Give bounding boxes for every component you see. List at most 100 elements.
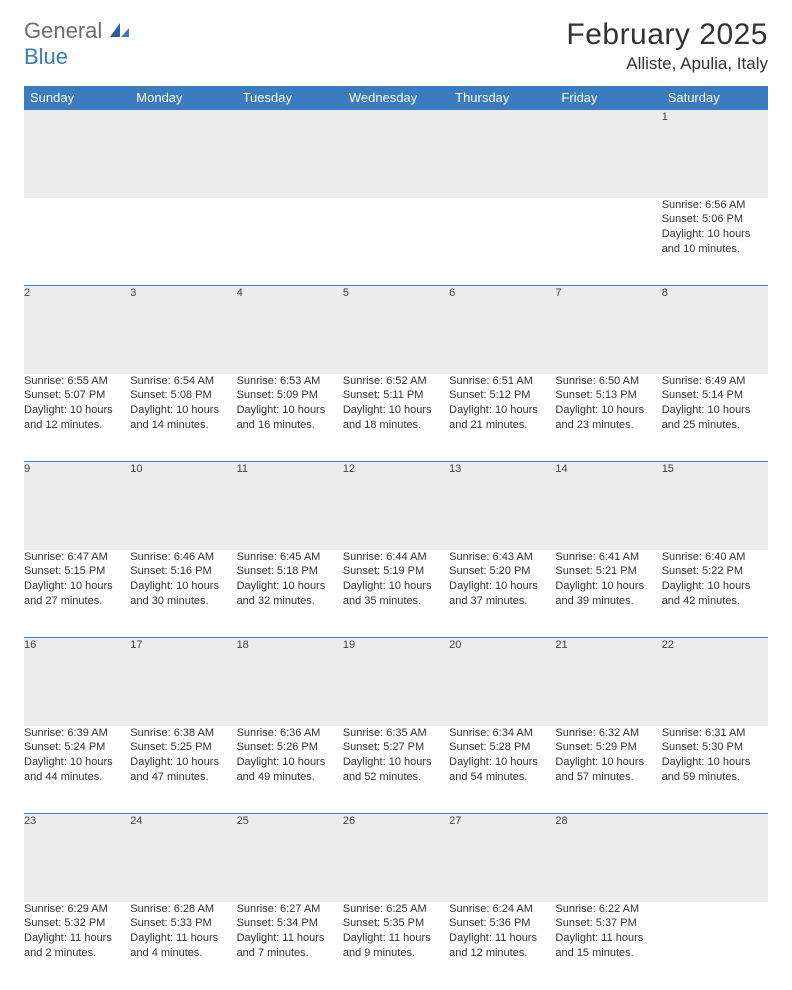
day-number-cell: 7 [555,286,661,374]
sunset-text: Sunset: 5:28 PM [449,740,555,755]
day-detail-cell: Sunrise: 6:25 AMSunset: 5:35 PMDaylight:… [343,902,449,990]
day-detail-cell: Sunrise: 6:28 AMSunset: 5:33 PMDaylight:… [130,902,236,990]
day-number-cell: 9 [24,462,130,550]
day-number-cell: 3 [130,286,236,374]
daylight-text: Daylight: 10 hours and 18 minutes. [343,403,449,433]
daylight-text: Daylight: 10 hours and 16 minutes. [237,403,343,433]
daylight-text: Daylight: 10 hours and 35 minutes. [343,579,449,609]
day-number-row: 232425262728 [24,814,768,902]
daylight-text: Daylight: 11 hours and 15 minutes. [555,931,661,961]
day-number-cell: 25 [237,814,343,902]
daylight-text: Daylight: 10 hours and 47 minutes. [130,755,236,785]
daylight-text: Daylight: 10 hours and 57 minutes. [555,755,661,785]
weekday-header: Thursday [449,86,555,110]
sunset-text: Sunset: 5:12 PM [449,388,555,403]
day-detail-cell: Sunrise: 6:52 AMSunset: 5:11 PMDaylight:… [343,374,449,462]
title-block: February 2025 Alliste, Apulia, Italy [566,18,768,74]
sunrise-text: Sunrise: 6:29 AM [24,902,130,917]
sail-icon [109,22,131,38]
day-detail-cell: Sunrise: 6:36 AMSunset: 5:26 PMDaylight:… [237,726,343,814]
day-number-cell: 16 [24,638,130,726]
day-number-cell: 22 [662,638,768,726]
sunrise-text: Sunrise: 6:35 AM [343,726,449,741]
daylight-text: Daylight: 10 hours and 39 minutes. [555,579,661,609]
sunset-text: Sunset: 5:14 PM [662,388,768,403]
day-detail-cell: Sunrise: 6:46 AMSunset: 5:16 PMDaylight:… [130,550,236,638]
sunrise-text: Sunrise: 6:27 AM [237,902,343,917]
day-number-cell: 5 [343,286,449,374]
day-number-cell [130,110,236,198]
daylight-text: Daylight: 11 hours and 2 minutes. [24,931,130,961]
location: Alliste, Apulia, Italy [566,54,768,74]
daylight-text: Daylight: 11 hours and 7 minutes. [237,931,343,961]
sunset-text: Sunset: 5:15 PM [24,564,130,579]
day-number-cell: 11 [237,462,343,550]
day-detail-cell: Sunrise: 6:54 AMSunset: 5:08 PMDaylight:… [130,374,236,462]
sunset-text: Sunset: 5:35 PM [343,916,449,931]
day-detail-cell: Sunrise: 6:34 AMSunset: 5:28 PMDaylight:… [449,726,555,814]
day-detail-cell: Sunrise: 6:31 AMSunset: 5:30 PMDaylight:… [662,726,768,814]
logo-text: General Blue [24,18,131,70]
sunset-text: Sunset: 5:21 PM [555,564,661,579]
day-number-cell [24,110,130,198]
day-detail-cell [343,198,449,286]
sunrise-text: Sunrise: 6:53 AM [237,374,343,389]
day-detail-cell: Sunrise: 6:39 AMSunset: 5:24 PMDaylight:… [24,726,130,814]
sunrise-text: Sunrise: 6:32 AM [555,726,661,741]
sunrise-text: Sunrise: 6:55 AM [24,374,130,389]
day-detail-cell [662,902,768,990]
daylight-text: Daylight: 10 hours and 49 minutes. [237,755,343,785]
daylight-text: Daylight: 10 hours and 21 minutes. [449,403,555,433]
day-detail-cell: Sunrise: 6:40 AMSunset: 5:22 PMDaylight:… [662,550,768,638]
sunrise-text: Sunrise: 6:46 AM [130,550,236,565]
sunrise-text: Sunrise: 6:47 AM [24,550,130,565]
sunrise-text: Sunrise: 6:41 AM [555,550,661,565]
day-detail-cell: Sunrise: 6:53 AMSunset: 5:09 PMDaylight:… [237,374,343,462]
sunset-text: Sunset: 5:09 PM [237,388,343,403]
sunrise-text: Sunrise: 6:25 AM [343,902,449,917]
sunrise-text: Sunrise: 6:31 AM [662,726,768,741]
day-number-cell: 13 [449,462,555,550]
weekday-header: Monday [130,86,236,110]
day-detail-row: Sunrise: 6:39 AMSunset: 5:24 PMDaylight:… [24,726,768,814]
day-detail-cell [237,198,343,286]
day-number-cell: 21 [555,638,661,726]
day-detail-cell: Sunrise: 6:41 AMSunset: 5:21 PMDaylight:… [555,550,661,638]
day-number-cell: 17 [130,638,236,726]
daylight-text: Daylight: 10 hours and 25 minutes. [662,403,768,433]
daylight-text: Daylight: 11 hours and 4 minutes. [130,931,236,961]
daylight-text: Daylight: 10 hours and 10 minutes. [662,227,768,257]
day-detail-row: Sunrise: 6:47 AMSunset: 5:15 PM Daylight:… [24,550,768,638]
sunrise-text: Sunrise: 6:28 AM [130,902,236,917]
daylight-text: Daylight: 10 hours and 52 minutes. [343,755,449,785]
sunrise-text: Sunrise: 6:44 AM [343,550,449,565]
day-detail-cell: Sunrise: 6:45 AMSunset: 5:18 PMDaylight:… [237,550,343,638]
daylight-text: Daylight: 10 hours and 32 minutes. [237,579,343,609]
header: General Blue February 2025 Alliste, Apul… [24,18,768,74]
day-detail-cell: Sunrise: 6:22 AMSunset: 5:37 PMDaylight:… [555,902,661,990]
day-number-cell: 14 [555,462,661,550]
day-number-cell: 10 [130,462,236,550]
sunrise-text: Sunrise: 6:24 AM [449,902,555,917]
sunset-text: Sunset: 5:36 PM [449,916,555,931]
sunset-text: Sunset: 5:30 PM [662,740,768,755]
day-number-cell: 27 [449,814,555,902]
sunset-text: Sunset: 5:29 PM [555,740,661,755]
sunrise-text: Sunrise: 6:56 AM [662,198,768,213]
daylight-text: Daylight: 11 hours and 12 minutes. [449,931,555,961]
day-number-cell: 2 [24,286,130,374]
logo-word2: Blue [24,44,68,69]
day-number-row: 2345678 [24,286,768,374]
day-number-cell: 26 [343,814,449,902]
sunrise-text: Sunrise: 6:39 AM [24,726,130,741]
sunset-text: Sunset: 5:19 PM [343,564,449,579]
day-detail-cell: Sunrise: 6:50 AMSunset: 5:13 PMDaylight:… [555,374,661,462]
sunrise-text: Sunrise: 6:36 AM [237,726,343,741]
sunrise-text: Sunrise: 6:22 AM [555,902,661,917]
day-detail-cell: Sunrise: 6:51 AMSunset: 5:12 PMDaylight:… [449,374,555,462]
weekday-header-row: SundayMondayTuesdayWednesdayThursdayFrid… [24,86,768,110]
day-number-cell: 19 [343,638,449,726]
day-number-row: 9101112131415 [24,462,768,550]
sunrise-text: Sunrise: 6:50 AM [555,374,661,389]
day-detail-cell: Sunrise: 6:44 AMSunset: 5:19 PMDaylight:… [343,550,449,638]
